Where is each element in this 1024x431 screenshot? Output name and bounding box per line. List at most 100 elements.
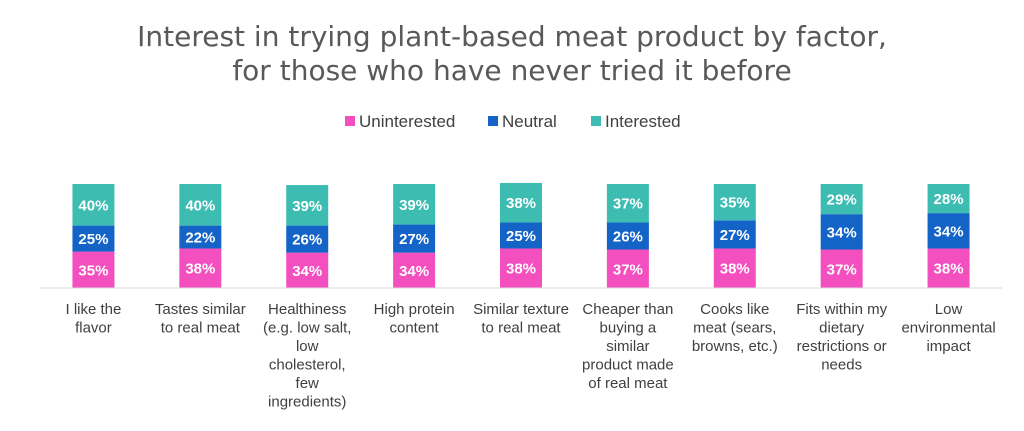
bar-segment-neutral <box>179 225 222 249</box>
category-label-line: (e.g. low salt, <box>263 320 351 337</box>
bar-segment-neutral <box>606 222 649 250</box>
bar-segment-uninterested <box>606 249 649 288</box>
category-label-line: browns, etc.) <box>692 338 778 355</box>
category-label-line: content <box>390 320 440 337</box>
category-label: Fits within my dietary restrictions or need… <box>796 301 887 374</box>
bar-segment-neutral <box>500 222 542 249</box>
data-label-interested: 35% <box>720 195 750 212</box>
bar-segment-uninterested <box>927 248 970 288</box>
category-label-line: Healthiness <box>268 301 346 318</box>
bar-segment-interested <box>286 185 329 226</box>
data-label-uninterested: 38% <box>720 261 750 278</box>
category-label-line: of real meat <box>588 375 668 392</box>
category-label-line: restrictions or <box>797 338 887 355</box>
category-label: Low environmental impact <box>901 301 995 355</box>
data-label-interested: 39% <box>292 198 322 215</box>
data-label-neutral: 34% <box>934 223 964 240</box>
category-label-line: Fits within my <box>796 301 887 318</box>
category-label-line: Cooks like <box>700 301 769 318</box>
data-label-neutral: 27% <box>399 231 429 248</box>
data-label-uninterested: 34% <box>292 263 322 280</box>
chart-title-line: for those who have never tried it before <box>232 54 791 87</box>
data-label-interested: 37% <box>613 196 643 213</box>
bar-segment-interested <box>713 184 756 221</box>
bar-segment-neutral <box>820 214 863 250</box>
bar-segment-interested <box>500 182 542 223</box>
bar-segment-neutral <box>713 220 756 249</box>
data-label-uninterested: 35% <box>78 262 108 279</box>
data-label-neutral: 26% <box>292 232 322 249</box>
bar-segment-neutral <box>72 225 115 252</box>
data-label-neutral: 26% <box>613 229 643 246</box>
data-label-uninterested: 38% <box>185 261 215 278</box>
bar-segment-interested <box>179 184 222 226</box>
category-label-line: Low <box>935 301 963 318</box>
chart-title: Interest in trying plant-based meat prod… <box>137 20 887 87</box>
bar-segment-interested <box>606 184 649 223</box>
category-label-line: to real meat <box>481 320 561 337</box>
data-label-neutral: 25% <box>506 228 536 245</box>
data-label-interested: 40% <box>185 197 215 214</box>
legend-swatch-interested <box>591 116 601 126</box>
legend-label-uninterested: Uninterested <box>359 112 455 131</box>
category-label-line: environmental <box>901 320 995 337</box>
category-label-line: low <box>296 338 319 355</box>
bar-segment-uninterested <box>820 249 863 288</box>
category-label: Similar texture to real meat <box>473 301 569 337</box>
data-label-interested: 28% <box>934 191 964 208</box>
data-label-interested: 38% <box>506 195 536 212</box>
data-label-interested: 40% <box>78 197 108 214</box>
legend: Uninterested Neutral Interested <box>345 112 681 131</box>
data-label-uninterested: 37% <box>613 261 643 278</box>
data-label-neutral: 34% <box>827 224 857 241</box>
category-label: Cooks like meat (sears, browns, etc.) <box>692 301 778 355</box>
bar-segment-uninterested <box>72 251 115 288</box>
data-label-uninterested: 38% <box>934 261 964 278</box>
category-label-line: ingredients) <box>268 394 346 411</box>
category-label-line: I like the <box>66 301 122 318</box>
data-label-neutral: 22% <box>185 230 215 247</box>
bar-segment-uninterested <box>713 248 756 288</box>
data-label-uninterested: 34% <box>399 263 429 280</box>
data-label-interested: 29% <box>827 192 857 209</box>
bar-segment-interested <box>927 184 970 214</box>
bar-segment-uninterested <box>179 248 222 288</box>
data-label-neutral: 25% <box>78 231 108 248</box>
bars: 35% 25% 40% 38% 22% 40% 34% 26% 39% 34% 27% 39% 38% 2… <box>72 182 970 288</box>
bar-segment-uninterested <box>286 252 329 288</box>
data-label-interested: 39% <box>399 197 429 214</box>
category-label-line: Tastes similar <box>155 301 246 318</box>
category-label: I like the flavor <box>66 301 122 337</box>
bar-segment-uninterested <box>500 248 542 288</box>
legend-label-interested: Interested <box>605 112 681 131</box>
category-label-line: impact <box>926 338 971 355</box>
category-label-line: few <box>296 375 320 392</box>
bar-segment-interested <box>72 184 115 226</box>
data-label-neutral: 27% <box>720 227 750 244</box>
category-label-line: High protein <box>374 301 455 318</box>
bar-segment-neutral <box>927 213 970 249</box>
category-label-line: needs <box>821 357 862 374</box>
category-label-line: meat (sears, <box>693 320 776 337</box>
category-labels: I like the flavor Tastes similar to real me… <box>66 301 996 411</box>
category-label-line: product made <box>582 357 674 374</box>
category-label-line: flavor <box>75 320 112 337</box>
bar-segment-neutral <box>393 224 436 253</box>
category-label-line: buying a <box>600 320 657 337</box>
bar-segment-uninterested <box>393 252 436 288</box>
bar-segment-interested <box>820 184 863 215</box>
category-label: Healthiness (e.g. low salt, low cholesterol… <box>263 301 351 411</box>
data-label-uninterested: 38% <box>506 261 536 278</box>
category-label-line: cholesterol, <box>269 357 346 374</box>
category-label-line: Cheaper than <box>582 301 673 318</box>
category-label-line: dietary <box>819 320 865 337</box>
category-label: Tastes similar to real meat <box>155 301 246 337</box>
data-label-uninterested: 37% <box>827 261 857 278</box>
category-label: High protein content <box>374 301 455 337</box>
category-label-line: Similar texture <box>473 301 569 318</box>
category-label-line: similar <box>606 338 649 355</box>
category-label-line: to real meat <box>161 320 241 337</box>
bar-segment-neutral <box>286 225 329 253</box>
chart-title-line: Interest in trying plant-based meat prod… <box>137 20 887 53</box>
